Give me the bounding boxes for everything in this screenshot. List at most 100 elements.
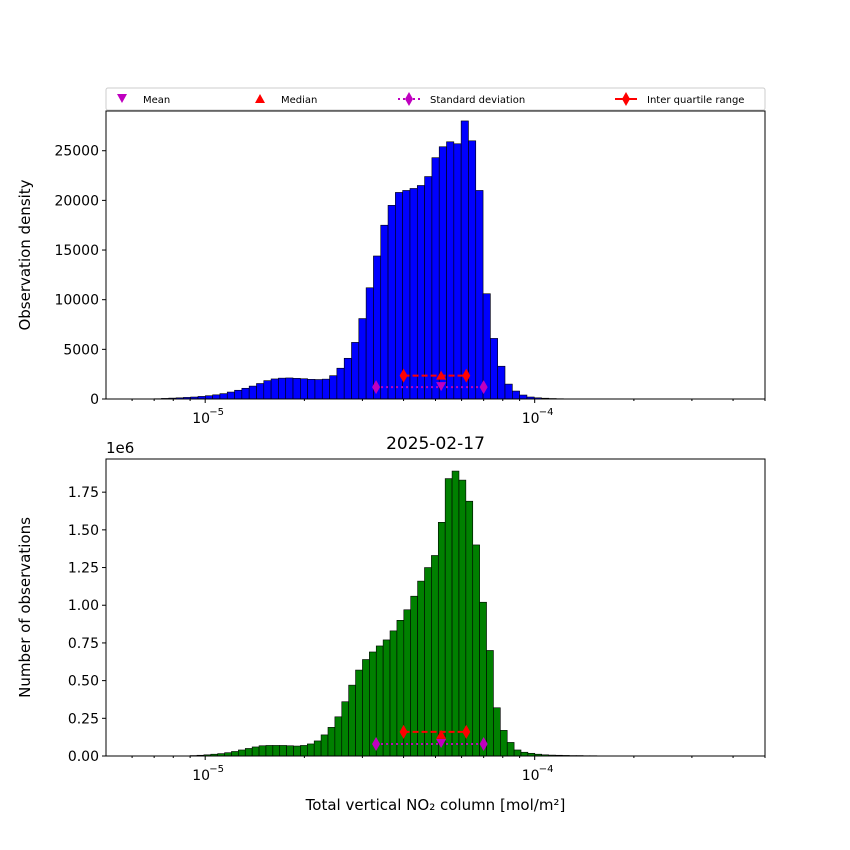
histogram-bar [380,224,389,400]
legend-item-iqr: Inter quartile range [615,92,744,106]
histogram-bar [234,389,243,400]
histogram-bar [314,379,323,400]
y-tick-label: 0.00 [68,749,99,765]
histogram-bar [424,567,432,757]
histogram-bar [465,500,474,757]
histogram-bar [278,377,287,400]
y-tick-label: 5000 [63,342,99,358]
histogram-bar [389,630,398,757]
histogram-bar [327,727,336,757]
histogram-bar [300,745,308,757]
median-marker [436,370,447,380]
std-high-marker [479,736,488,751]
histogram-bar [424,176,433,400]
histogram-bar [409,188,418,400]
histogram-bar [341,701,349,757]
y-tick-label: 1.00 [68,598,99,614]
histogram-bar [444,478,453,757]
histogram-bar [334,716,343,757]
y-tick-label: 10000 [54,293,99,309]
histogram-bar [286,745,294,757]
histogram-bar [307,379,316,400]
histogram-bar [272,745,281,757]
legend-label-mean: Mean [143,95,170,106]
histogram-bar [472,544,480,757]
histogram-bar [321,378,330,400]
mean-marker [436,382,447,392]
count-y-axis-label: Number of observations [16,517,34,698]
histogram-bar [451,470,460,757]
mean-marker [436,738,447,748]
histogram-bar [512,390,520,400]
histogram-bar [431,157,440,400]
histogram-bar [486,650,494,757]
histogram-bar [279,745,287,757]
count-chart-title: 2025-02-17 [386,434,485,454]
histogram-bar [241,387,250,400]
density-bars [153,120,594,400]
legend-item-median: Median [255,94,317,106]
median-marker-icon [255,94,265,103]
histogram-bar [358,318,367,400]
histogram-bar [265,745,274,757]
histogram-bar [244,748,253,757]
histogram-bar [251,746,260,757]
histogram-bar [343,357,352,400]
histogram-bar [320,734,329,757]
histogram-bar [300,378,308,400]
legend-label-median: Median [281,95,317,106]
count-x-ticks: 10 −5 10 −4 [131,756,766,784]
y-tick-label: 0 [90,392,99,408]
count-bars [189,470,611,757]
histogram-bar [263,380,272,400]
histogram-bar [256,383,265,400]
std-diamond-icon [405,92,413,106]
legend-item-std: Standard deviation [398,92,525,106]
histogram-bar [460,120,469,400]
histogram-bar [365,287,374,400]
histogram-bar [313,740,322,757]
iqr-low-marker [399,368,408,383]
density-y-axis-label: Observation density [16,179,34,330]
legend: Mean Median Standard deviation Inter qua… [105,87,766,111]
histogram-bar [336,367,345,400]
histogram-bar [431,555,439,757]
y-tick-label: 1.75 [68,485,99,501]
x-tick-exponent: −5 [209,407,224,418]
median-marker [436,729,447,739]
histogram-bar [513,749,522,757]
histogram-bar [504,383,513,400]
density-x-ticks: 10 −5 10 −4 [131,399,766,427]
legend-label-std: Standard deviation [430,95,525,106]
histogram-bar [475,190,484,400]
legend-label-iqr: Inter quartile range [647,95,744,106]
histogram-bar [490,338,498,400]
std-high-marker [479,380,488,395]
histogram-bar [479,601,487,757]
histogram-bar [293,745,301,757]
histogram-bar [416,185,425,400]
histogram-bar [402,190,411,400]
histogram-bar [437,522,446,757]
iqr-high-marker [462,368,471,383]
x-tick-label: 10 [192,768,210,784]
histogram-bar [348,684,356,757]
count-histogram-chart: 2025-02-17 1e6 0.00 0.25 0.50 0.75 1.00 1.25 1… [16,434,766,814]
x-tick-label: 10 [522,768,540,784]
count-y-ticks: 0.00 0.25 0.50 0.75 1.00 1.25 1.50 1.75 [68,485,106,765]
y-tick-label: 0.25 [68,711,99,727]
histogram-bar [226,391,235,400]
histogram-bar [270,378,279,400]
mean-marker-icon [117,94,127,103]
histogram-bar [446,141,455,400]
histogram-bar [292,378,301,400]
density-statistics [372,368,488,395]
iqr-low-marker [399,724,408,739]
histogram-bar [519,394,528,400]
histogram-bar [238,749,246,757]
x-tick-exponent: −5 [209,764,224,775]
iqr-diamond-icon [622,92,630,106]
y-tick-label: 0.50 [68,674,99,690]
